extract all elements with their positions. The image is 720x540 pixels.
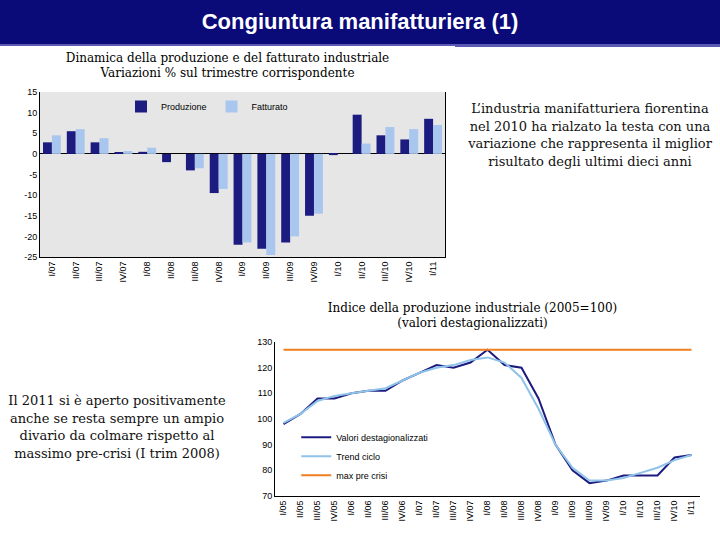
svg-text:II/08: II/08 bbox=[499, 501, 509, 519]
html-text:Il 2011 si è aperto positivame: Il 2011 si è aperto positivamente anche … bbox=[8, 393, 226, 461]
html-text:Congiuntura manifatturiera (1): Congiuntura manifatturiera (1) bbox=[201, 9, 519, 34]
svg-text:III/07: III/07 bbox=[448, 501, 458, 521]
svg-text:I/08: I/08 bbox=[142, 262, 152, 277]
svg-text:IV/10: IV/10 bbox=[669, 501, 679, 522]
svg-text:II/06: II/06 bbox=[363, 501, 373, 519]
svg-text:IV/09: IV/09 bbox=[309, 262, 319, 283]
svg-text:IV/05: IV/05 bbox=[329, 501, 339, 522]
svg-text:IV/08: IV/08 bbox=[214, 262, 224, 283]
svg-text:III/09: III/09 bbox=[285, 262, 295, 282]
svg-text:II/07: II/07 bbox=[71, 262, 81, 280]
svg-text:II/05: II/05 bbox=[295, 501, 305, 519]
svg-text:5: 5 bbox=[32, 128, 37, 138]
svg-text:II/07: II/07 bbox=[431, 501, 441, 519]
svg-text:IV/07: IV/07 bbox=[118, 262, 128, 283]
svg-text:110: 110 bbox=[258, 388, 272, 398]
svg-text:II/08: II/08 bbox=[166, 262, 176, 280]
svg-text:-15: -15 bbox=[24, 211, 37, 221]
svg-text:IV/09: IV/09 bbox=[601, 501, 611, 522]
svg-text:III/07: III/07 bbox=[94, 262, 104, 282]
svg-text:Produzione: Produzione bbox=[161, 102, 207, 112]
svg-text:III/09: III/09 bbox=[584, 501, 594, 521]
svg-text:80: 80 bbox=[262, 465, 272, 475]
svg-text:II/09: II/09 bbox=[261, 262, 271, 280]
svg-text:Dinamica della produzione e de: Dinamica della produzione e del fatturat… bbox=[66, 51, 389, 81]
svg-text:max pre crisi: max pre crisi bbox=[336, 471, 387, 481]
svg-text:Fatturato: Fatturato bbox=[252, 102, 288, 112]
svg-text:90: 90 bbox=[262, 440, 272, 450]
svg-text:III/06: III/06 bbox=[380, 501, 390, 521]
svg-text:III/10: III/10 bbox=[652, 501, 662, 521]
svg-text:I/09: I/09 bbox=[237, 262, 247, 277]
svg-text:I/10: I/10 bbox=[333, 262, 343, 277]
svg-text:0: 0 bbox=[32, 149, 37, 159]
svg-text:I/11: I/11 bbox=[686, 501, 696, 515]
svg-text:I/08: I/08 bbox=[482, 501, 492, 516]
svg-text:I/06: I/06 bbox=[346, 501, 356, 516]
svg-text:-20: -20 bbox=[24, 232, 37, 242]
svg-text:I/10: I/10 bbox=[618, 501, 628, 516]
svg-text:10: 10 bbox=[27, 108, 37, 118]
svg-text:100: 100 bbox=[257, 414, 272, 424]
svg-text:-10: -10 bbox=[24, 190, 37, 200]
svg-text:I/05: I/05 bbox=[278, 501, 288, 516]
svg-text:III/08: III/08 bbox=[516, 501, 526, 521]
svg-text:II/09: II/09 bbox=[567, 501, 577, 519]
svg-text:III/08: III/08 bbox=[190, 262, 200, 282]
svg-text:I/09: I/09 bbox=[550, 501, 560, 516]
svg-text:15: 15 bbox=[27, 87, 37, 97]
html-text:L’industria manifatturiera fio: L’industria manifatturiera fiorentina ne… bbox=[468, 101, 712, 169]
svg-text:IV/06: IV/06 bbox=[397, 501, 407, 522]
svg-text:Indice della produzione indust: Indice della produzione industriale (200… bbox=[328, 301, 617, 331]
svg-text:70: 70 bbox=[262, 491, 272, 501]
svg-text:II/10: II/10 bbox=[635, 501, 645, 519]
svg-text:I/07: I/07 bbox=[414, 501, 424, 516]
svg-text:III/10: III/10 bbox=[380, 262, 390, 282]
svg-text:IV/07: IV/07 bbox=[465, 501, 475, 522]
svg-text:-25: -25 bbox=[24, 252, 37, 262]
svg-text:IV/10: IV/10 bbox=[404, 262, 414, 283]
svg-text:130: 130 bbox=[257, 337, 272, 347]
svg-text:IV/08: IV/08 bbox=[533, 501, 543, 522]
svg-text:I/11: I/11 bbox=[428, 262, 438, 276]
svg-text:Trend ciclo: Trend ciclo bbox=[336, 452, 380, 462]
svg-text:-5: -5 bbox=[29, 170, 37, 180]
svg-text:Valori destagionalizzati: Valori destagionalizzati bbox=[336, 433, 427, 443]
svg-text:I/07: I/07 bbox=[47, 262, 57, 277]
svg-text:II/10: II/10 bbox=[357, 262, 367, 280]
svg-text:120: 120 bbox=[257, 363, 272, 373]
svg-text:III/05: III/05 bbox=[312, 501, 322, 521]
